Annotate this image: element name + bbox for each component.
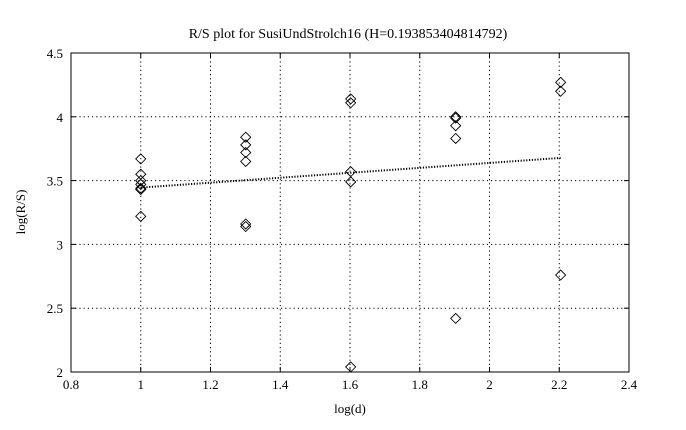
data-point-diamond — [555, 269, 567, 281]
y-tick-label: 4.5 — [47, 46, 63, 61]
data-point-diamond — [345, 166, 357, 178]
x-tick-label: 1.4 — [272, 377, 289, 392]
data-point-diamond — [450, 132, 462, 145]
data-point-diamond — [555, 76, 567, 88]
data-points — [135, 76, 567, 373]
data-point-diamond — [240, 220, 252, 233]
data-point-diamond — [240, 218, 252, 230]
y-tick-label: 2.5 — [47, 301, 63, 316]
data-point-diamond — [555, 85, 567, 97]
x-axis-label: log(d) — [334, 401, 366, 416]
ticks: 0.8 1 1.2 1.4 1.6 1.8 2 2.2 2.4 2 2.5 3 3.5 4 4.5 — [47, 46, 638, 392]
data-point-diamond — [240, 155, 252, 168]
y-tick-label: 3.5 — [47, 174, 63, 189]
data-point-diamond — [345, 97, 357, 109]
data-point-diamond — [450, 312, 462, 325]
plot-frame — [70, 52, 630, 373]
data-point-diamond — [135, 183, 147, 196]
x-tick-label: 1 — [138, 377, 145, 392]
data-point-diamond — [135, 210, 147, 222]
data-point-diamond — [135, 153, 147, 165]
data-point-diamond — [450, 112, 462, 124]
grid — [71, 53, 629, 372]
x-tick-label: 2 — [486, 377, 493, 392]
data-point-diamond — [450, 111, 462, 123]
data-point-diamond — [345, 93, 357, 105]
x-tick-label: 0.8 — [63, 377, 79, 392]
data-point-diamond — [450, 120, 462, 132]
data-point-diamond — [135, 182, 147, 194]
x-tick-label: 1.2 — [202, 377, 218, 392]
fit-line-layer — [140, 156, 561, 189]
x-tick-label: 2.2 — [551, 377, 567, 392]
data-point-diamond — [240, 146, 252, 159]
y-tick-label: 2 — [57, 365, 64, 380]
data-point-diamond — [345, 361, 357, 373]
x-tick-label: 1.8 — [412, 377, 428, 392]
data-point-diamond — [135, 174, 147, 187]
data-point-diamond — [240, 139, 252, 151]
fit-line — [140, 156, 561, 189]
chart-title: R/S plot for SusiUndStrolch16 (H=0.19385… — [189, 27, 508, 42]
x-tick-label: 1.6 — [342, 377, 359, 392]
x-tick-label: 2.4 — [621, 377, 638, 392]
data-point-diamond — [135, 178, 147, 191]
y-axis-label: log(R/S) — [13, 190, 28, 235]
data-point-diamond — [240, 131, 252, 143]
y-tick-label: 3 — [57, 237, 64, 252]
y-tick-label: 4 — [57, 110, 64, 125]
data-point-diamond — [345, 176, 357, 188]
